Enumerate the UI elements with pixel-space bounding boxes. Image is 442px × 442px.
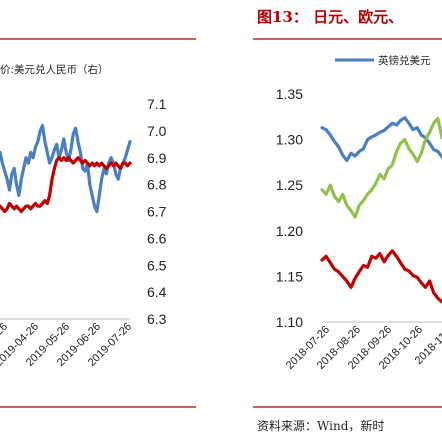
y-tick-label: 6.8 bbox=[147, 177, 167, 193]
y-tick-label: 1.35 bbox=[276, 86, 303, 102]
y-tick-label: 7.0 bbox=[147, 123, 167, 139]
series-line-blue bbox=[0, 123, 132, 214]
right-chart: 1.351.301.251.201.151.102018-07-262018-0… bbox=[276, 86, 442, 372]
y-tick-label: 6.3 bbox=[147, 311, 167, 327]
left-legend-partial: 价:美元兑人民币（右） bbox=[0, 63, 109, 76]
right-title: 图13： 日元、欧元、 bbox=[257, 8, 403, 26]
y-tick-label: 6.4 bbox=[147, 284, 167, 300]
y-tick-label: 7.1 bbox=[147, 96, 167, 112]
legend-label-gbp: 英镑兑美元 bbox=[378, 54, 431, 67]
series-line-green bbox=[320, 117, 442, 219]
y-tick-label: 6.7 bbox=[147, 204, 167, 220]
y-tick-label: 1.20 bbox=[276, 223, 303, 239]
series-line-red bbox=[320, 249, 442, 304]
series-line-blue bbox=[320, 116, 442, 163]
y-tick-label: 6.9 bbox=[147, 150, 167, 166]
source-note: 资料来源：Wind，新时 bbox=[257, 418, 384, 433]
y-tick-label: 1.15 bbox=[276, 268, 303, 284]
y-tick-label: 6.5 bbox=[147, 257, 167, 273]
left-chart: 7.17.06.96.86.76.66.56.46.319-03-262019-… bbox=[0, 96, 167, 369]
y-tick-label: 1.30 bbox=[276, 132, 303, 148]
y-tick-label: 1.25 bbox=[276, 177, 303, 193]
series-line-red bbox=[0, 156, 132, 214]
y-tick-label: 6.6 bbox=[147, 230, 167, 246]
y-tick-label: 1.10 bbox=[276, 314, 303, 330]
